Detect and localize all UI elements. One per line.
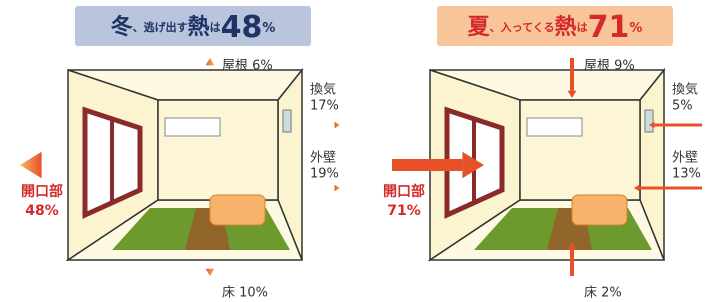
back-wall (158, 100, 278, 200)
back-wall (520, 100, 640, 200)
arrow-head (206, 269, 215, 276)
opening-label: 開口部 (21, 183, 63, 200)
wall-label: 外壁 (672, 151, 698, 166)
title-part: % (629, 21, 642, 36)
vent-label: 換気 (310, 82, 336, 98)
floor-label: 床 2% (584, 286, 622, 301)
arrow-head (335, 185, 340, 192)
title-part: 冬 (111, 14, 133, 40)
vent-fan (283, 110, 291, 132)
title-part: 、逃げ出す (133, 20, 188, 34)
wall-value: 19% (310, 167, 339, 182)
air-conditioner (527, 118, 582, 136)
title-part: は (210, 21, 221, 34)
title-part: 、入ってくる (490, 21, 555, 34)
vent-fan (645, 110, 653, 132)
arrow-head (206, 58, 215, 65)
title-part: 熱 (188, 14, 210, 40)
vent-value: 17% (310, 99, 339, 114)
title-part: % (262, 21, 275, 36)
arrow-head (335, 122, 340, 129)
title-part: 71 (588, 10, 630, 45)
roof-label: 屋根 6% (222, 59, 273, 74)
heater (572, 195, 627, 225)
opening-label: 開口部 (383, 183, 425, 200)
title-part: 夏 (468, 15, 491, 40)
title-part: 熱 (555, 14, 577, 40)
heater (210, 195, 265, 225)
wall-label: 外壁 (310, 151, 336, 166)
roof-label: 屋根 9% (584, 59, 635, 74)
opening-value: 71% (387, 203, 421, 219)
floor-label: 床 10% (222, 286, 268, 301)
vent-label: 換気 (672, 82, 698, 98)
infographic: 冬、逃げ出す熱は48%屋根 6%換気17%外壁19%開口部48%床 10%夏、入… (0, 0, 723, 302)
vent-value: 5% (672, 99, 693, 114)
air-conditioner (165, 118, 220, 136)
wall-value: 13% (672, 167, 701, 182)
title-part: 48 (221, 10, 263, 45)
opening-value: 48% (25, 203, 59, 219)
arrow-head (20, 152, 42, 178)
title-part: は (577, 21, 588, 34)
